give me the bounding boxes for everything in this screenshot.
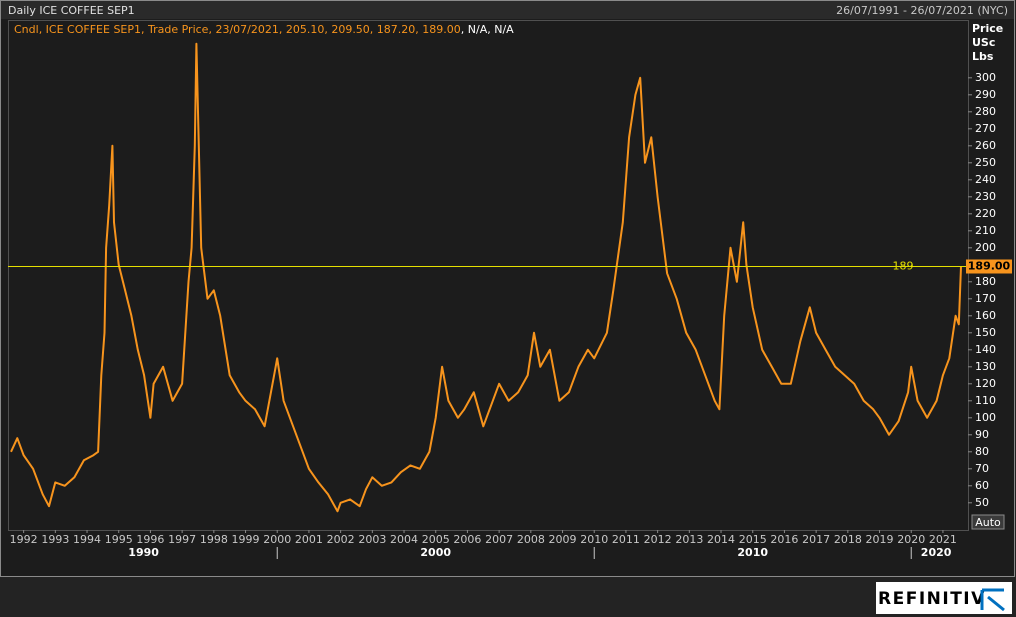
x-tick-label: 2002 [327,533,355,546]
x-tick-label: 2008 [517,533,545,546]
x-tick-label: 1998 [200,533,228,546]
reference-label: 189 [893,260,914,273]
brand-icon [980,588,1005,612]
x-tick-label: 2014 [707,533,735,546]
x-tick-label: 1999 [232,533,260,546]
chart-frame [0,0,1015,577]
plot-area [8,20,969,531]
y-tick-label: 70 [975,462,989,475]
decade-label: 2010 [737,546,768,559]
y-tick-label: 80 [975,445,989,458]
y-tick-label: 170 [975,292,996,305]
y-tick-label: 240 [975,173,996,186]
y-tick-label: 130 [975,360,996,373]
x-tick-label: 2013 [675,533,703,546]
x-tick-label: 2016 [770,533,798,546]
y-tick-label: 120 [975,377,996,390]
y-tick-label: 300 [975,71,996,84]
x-tick-label: 2020 [897,533,925,546]
decade-label: 1990 [128,546,159,559]
y-tick-label: 150 [975,326,996,339]
y-tick-label: 250 [975,156,996,169]
x-tick-label: 2001 [295,533,323,546]
x-tick-label: 1994 [73,533,101,546]
legend-info: Cndl, ICE COFFEE SEP1, Trade Price, 23/0… [14,23,514,36]
y-tick-label: 160 [975,309,996,322]
brand: REFINITIV [878,589,986,609]
axis-label: Price [972,22,1003,35]
date-range: 26/07/1991 - 26/07/2021 (NYC) [836,4,1008,17]
x-tick-label: 2006 [453,533,481,546]
x-tick-label: 1993 [41,533,69,546]
y-tick-label: 110 [975,394,996,407]
x-tick-label: 1992 [10,533,38,546]
x-tick-label: 2019 [866,533,894,546]
x-tick-label: 2007 [485,533,513,546]
legend-text: Cndl, ICE COFFEE SEP1, Trade Price, 23/0… [14,23,461,36]
x-tick-label: 2021 [929,533,957,546]
y-tick-label: 180 [975,275,996,288]
header-bar [1,1,1014,19]
decade-label: 2000 [420,546,451,559]
y-tick-label: 100 [975,411,996,424]
x-tick-label: 2010 [580,533,608,546]
y-tick-label: 200 [975,241,996,254]
y-tick-label: 210 [975,224,996,237]
price-tag-label: 189.00 [968,260,1011,273]
axis-label: Lbs [972,50,994,63]
x-tick-label: 2000 [263,533,291,546]
y-tick-label: 60 [975,479,989,492]
x-tick-label: 1996 [136,533,164,546]
price-line [10,42,962,513]
price-tag [966,259,1012,274]
y-tick-label: 220 [975,207,996,220]
x-tick-label: 2011 [612,533,640,546]
y-tick-label: 270 [975,122,996,135]
x-tick-label: 2005 [422,533,450,546]
x-tick-label: 2017 [802,533,830,546]
chart-title: Daily ICE COFFEE SEP1 [8,4,135,17]
y-tick-label: 290 [975,88,996,101]
x-tick-label: 1997 [168,533,196,546]
auto-button[interactable] [971,514,1005,530]
x-tick-label: 2009 [549,533,577,546]
x-tick-label: 1995 [105,533,133,546]
x-tick-label: 2004 [390,533,418,546]
auto-button-label[interactable]: Auto [975,516,1001,529]
x-tick-label: 2018 [834,533,862,546]
x-tick-label: 2012 [644,533,672,546]
y-tick-label: 230 [975,190,996,203]
y-tick-label: 90 [975,428,989,441]
y-tick-label: 280 [975,105,996,118]
y-tick-label: 50 [975,496,989,509]
decade-label: 2020 [921,546,952,559]
y-tick-label: 140 [975,343,996,356]
legend-extra: , N/A, N/A [461,23,514,36]
axis-label: USc [972,36,995,49]
y-tick-label: 260 [975,139,996,152]
x-tick-label: 2015 [739,533,767,546]
x-tick-label: 2003 [358,533,386,546]
